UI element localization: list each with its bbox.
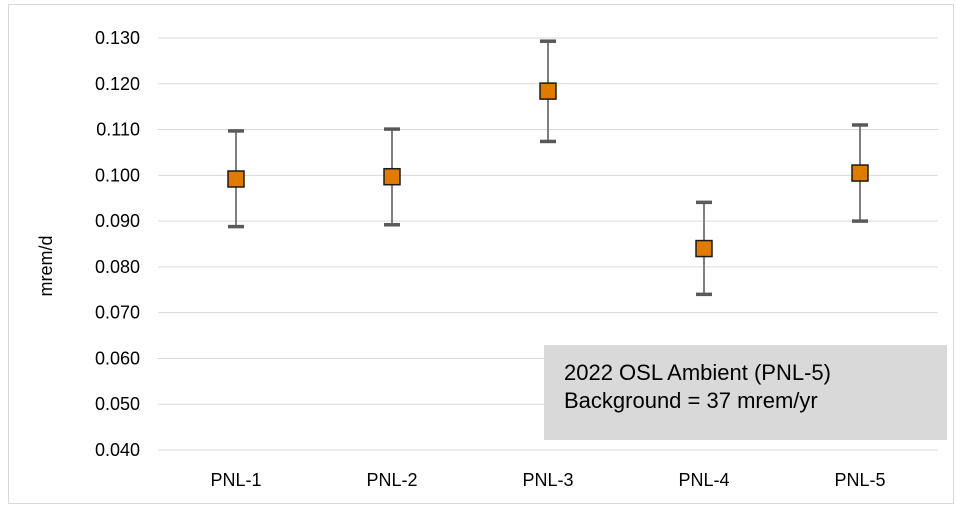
data-points: [227, 82, 869, 258]
y-tick-label: 0.120: [95, 74, 140, 94]
x-tick-label: PNL-5: [834, 470, 885, 490]
data-point: [851, 164, 869, 182]
annotation-box: 2022 OSL Ambient (PNL-5) Background = 37…: [544, 345, 947, 440]
data-point: [383, 167, 401, 186]
y-tick-label: 0.100: [95, 165, 140, 185]
y-tick-label: 0.050: [95, 394, 140, 414]
x-tick-label: PNL-2: [366, 470, 417, 490]
x-tick-label: PNL-1: [210, 470, 261, 490]
data-point: [227, 170, 245, 188]
y-tick-label: 0.080: [95, 257, 140, 277]
y-tick-label: 0.040: [95, 440, 140, 460]
y-tick-label: 0.060: [95, 348, 140, 368]
data-point: [539, 82, 557, 100]
annotation-line-2: Background = 37 mrem/yr: [564, 388, 818, 413]
x-tick-labels: PNL-1 PNL-2 PNL-3 PNL-4 PNL-5: [210, 470, 885, 490]
y-tick-label: 0.090: [95, 211, 140, 231]
y-axis-title: mrem/d: [36, 235, 56, 296]
x-tick-label: PNL-3: [522, 470, 573, 490]
y-tick-label: 0.130: [95, 28, 140, 48]
y-tick-label: 0.070: [95, 303, 140, 323]
x-tick-label: PNL-4: [678, 470, 729, 490]
data-point: [695, 239, 713, 258]
error-bars: [228, 39, 868, 297]
y-tick-labels: 0.040 0.050 0.060 0.070 0.080 0.090 0.100 0.110…: [95, 28, 140, 460]
annotation-line-1: 2022 OSL Ambient (PNL-5): [564, 360, 831, 385]
y-tick-label: 0.110: [96, 120, 140, 140]
